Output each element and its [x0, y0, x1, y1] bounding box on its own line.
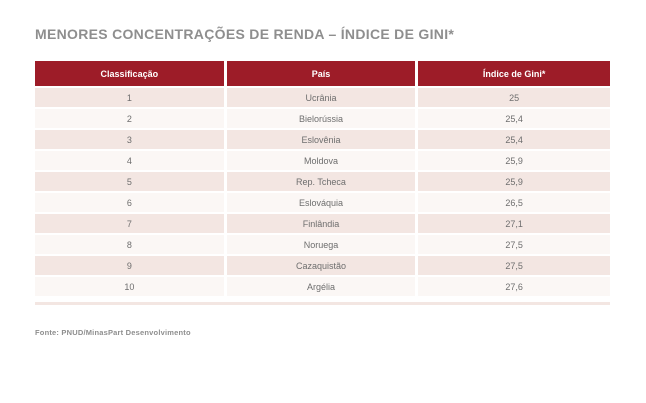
gini-cell: 25,4 [418, 109, 610, 130]
gini-cell: 27,5 [418, 235, 610, 256]
gini-cell: 26,5 [418, 193, 610, 214]
table-row: 4 Moldova 25,9 [35, 151, 610, 172]
country-cell: Eslováquia [226, 193, 419, 214]
gini-cell: 27,6 [418, 277, 610, 298]
country-cell: Ucrânia [226, 88, 419, 109]
rank-cell: 2 [35, 109, 227, 130]
gini-cell: 27,1 [418, 214, 610, 235]
table-header: Classificação País Índice de Gini* [35, 61, 610, 88]
rank-cell: 3 [35, 130, 227, 151]
rank-cell: 1 [35, 88, 227, 109]
rank-cell: 7 [35, 214, 227, 235]
table-row: 8 Noruega 27,5 [35, 235, 610, 256]
table-row: 5 Rep. Tcheca 25,9 [35, 172, 610, 193]
column-header-pais: País [226, 61, 419, 88]
rank-cell: 6 [35, 193, 227, 214]
table-row: 6 Eslováquia 26,5 [35, 193, 610, 214]
table-row: 9 Cazaquistão 27,5 [35, 256, 610, 277]
table-body: 1 Ucrânia 25 2 Bielorússia 25,4 3 Eslovê… [35, 88, 610, 298]
gini-cell: 25,9 [418, 151, 610, 172]
country-cell: Cazaquistão [226, 256, 419, 277]
rank-cell: 4 [35, 151, 227, 172]
table-row: 10 Argélia 27,6 [35, 277, 610, 298]
gini-cell: 27,5 [418, 256, 610, 277]
table-row: 1 Ucrânia 25 [35, 88, 610, 109]
page-title: MENORES CONCENTRAÇÕES DE RENDA – ÍNDICE … [35, 26, 455, 42]
column-header-indice-gini: Índice de Gini* [418, 61, 610, 88]
rank-cell: 9 [35, 256, 227, 277]
rank-cell: 5 [35, 172, 227, 193]
gini-cell: 25,4 [418, 130, 610, 151]
country-cell: Bielorússia [226, 109, 419, 130]
table-row: 3 Eslovênia 25,4 [35, 130, 610, 151]
country-cell: Finlândia [226, 214, 419, 235]
rank-cell: 10 [35, 277, 227, 298]
country-cell: Noruega [226, 235, 419, 256]
rank-cell: 8 [35, 235, 227, 256]
gini-cell: 25 [418, 88, 610, 109]
table-header-row: Classificação País Índice de Gini* [35, 61, 610, 88]
country-cell: Argélia [226, 277, 419, 298]
table-row: 2 Bielorússia 25,4 [35, 109, 610, 130]
table-bottom-accent [35, 302, 610, 305]
column-header-classificacao: Classificação [35, 61, 227, 88]
gini-ranking-table: Classificação País Índice de Gini* 1 Ucr… [35, 61, 610, 298]
source-note: Fonte: PNUD/MinasPart Desenvolvimento [35, 328, 191, 337]
table-row: 7 Finlândia 27,1 [35, 214, 610, 235]
country-cell: Rep. Tcheca [226, 172, 419, 193]
gini-cell: 25,9 [418, 172, 610, 193]
country-cell: Eslovênia [226, 130, 419, 151]
country-cell: Moldova [226, 151, 419, 172]
